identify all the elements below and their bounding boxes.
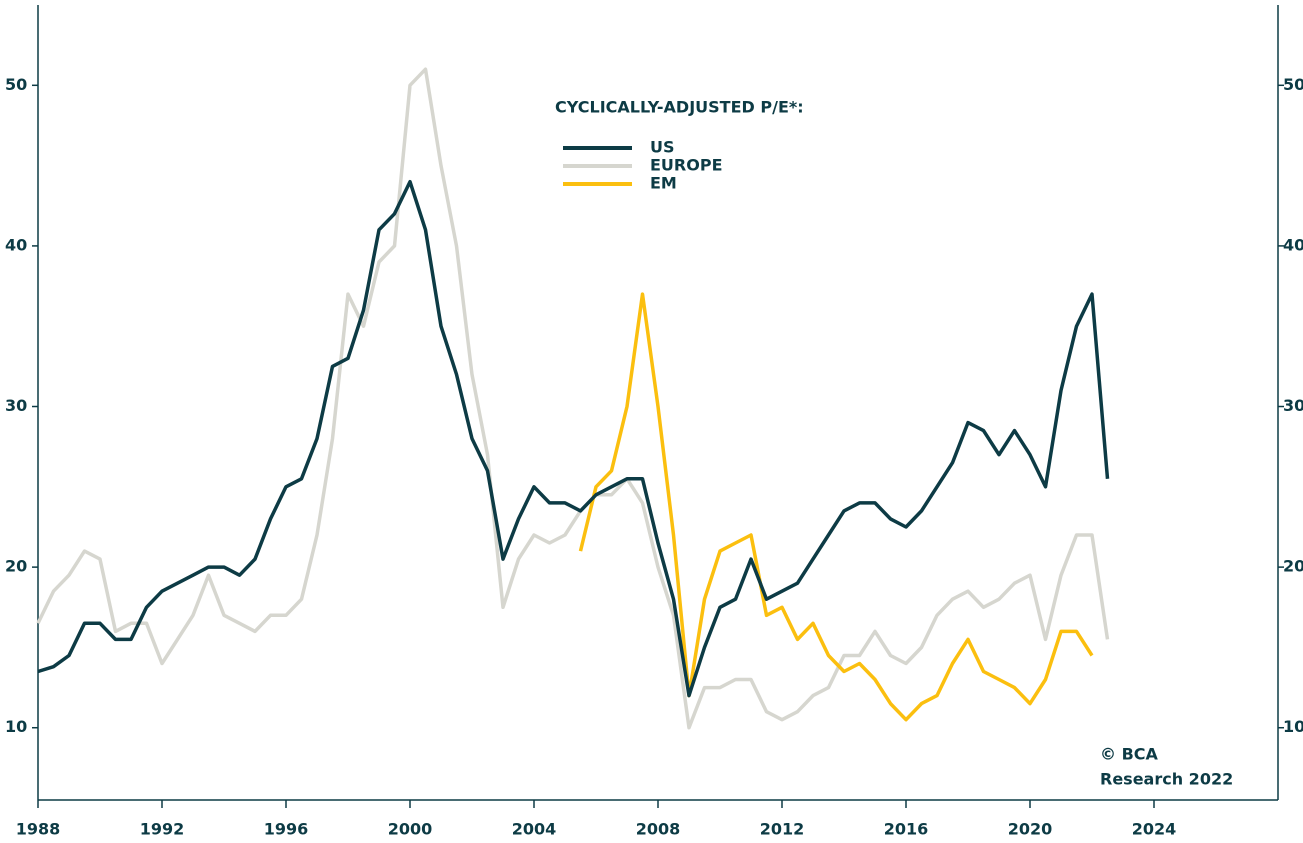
y2-tick-label: 30 [1283, 396, 1303, 415]
y2-tick-label: 50 [1283, 75, 1303, 94]
y2-tick-label: 20 [1283, 557, 1303, 576]
y2-tick-label: 40 [1283, 235, 1303, 254]
legend-label: EUROPE [650, 156, 723, 175]
x-tick-label: 2004 [512, 820, 557, 839]
x-tick-label: 2008 [636, 820, 681, 839]
annotation: Research 2022 [1100, 770, 1233, 789]
y-tick-label: 50 [5, 75, 27, 94]
annotation: © BCA [1100, 745, 1159, 764]
x-tick-label: 1992 [140, 820, 185, 839]
x-tick-label: 1988 [16, 820, 61, 839]
legend-label: US [650, 138, 675, 157]
x-tick-label: 2000 [388, 820, 433, 839]
series-line [37, 179, 1110, 698]
legend-label: EM [650, 174, 677, 193]
y-tick-label: 30 [5, 396, 27, 415]
x-tick-label: 2016 [884, 820, 929, 839]
x-tick-label: 2020 [1008, 820, 1053, 839]
y-tick-label: 40 [5, 235, 27, 254]
series-line [578, 292, 1094, 722]
y2-tick-label: 10 [1283, 717, 1303, 736]
y-tick-label: 10 [5, 717, 27, 736]
x-tick-label: 2024 [1132, 820, 1177, 839]
legend-title: CYCLICALLY-ADJUSTED P/E*: [555, 98, 804, 117]
series-line [36, 67, 1110, 730]
x-tick-label: 1996 [264, 820, 309, 839]
y-tick-label: 20 [5, 557, 27, 576]
x-tick-label: 2012 [760, 820, 805, 839]
